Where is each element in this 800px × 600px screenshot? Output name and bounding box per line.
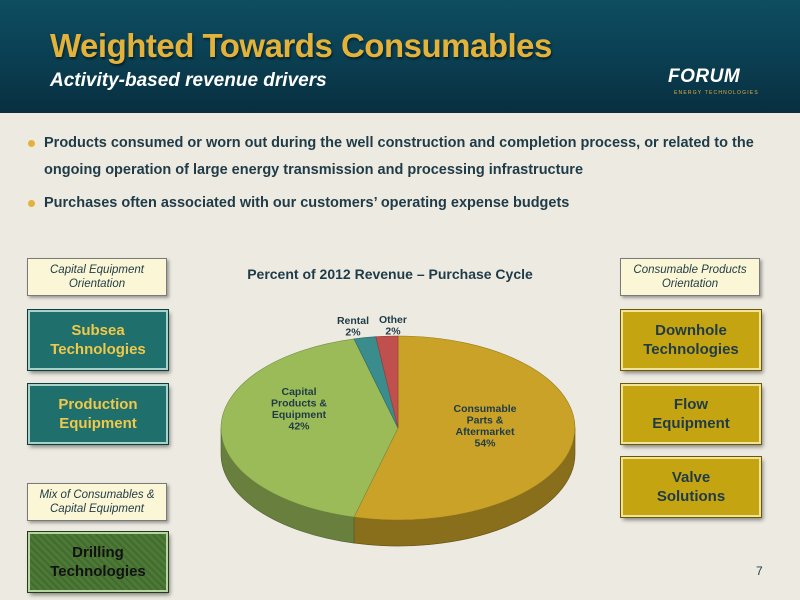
segment-downhole-technologies: Downhole Technologies <box>620 309 762 371</box>
chart-title: Percent of 2012 Revenue – Purchase Cycle <box>247 266 533 282</box>
segment-label: Valve Solutions <box>656 469 726 505</box>
pie-slice-3 <box>375 335 399 429</box>
page-number: 7 <box>756 564 763 578</box>
pie-label-1: Capital Products & Equipment 42% <box>271 386 327 433</box>
segment-production-equipment: Production Equipment <box>27 383 169 445</box>
pie-slice-1 <box>220 338 399 518</box>
pie-label-0: Consumable Parts & Aftermarket 54% <box>453 403 516 450</box>
mix-label-text: Mix of Consumables & Capital Equipment <box>39 489 155 515</box>
capital-equipment-label: Capital Equipment Orientation <box>27 258 167 296</box>
capital-equipment-label-text: Capital Equipment Orientation <box>50 264 144 290</box>
segment-label: Production Equipment <box>58 396 138 432</box>
bullet-list: Products consumed or worn out during the… <box>28 130 778 217</box>
segment-label: Subsea Technologies <box>50 322 146 358</box>
consumable-products-label-text: Consumable Products Orientation <box>633 264 747 290</box>
mix-label: Mix of Consumables & Capital Equipment <box>27 483 167 521</box>
bullet-text: Products consumed or worn out during the… <box>44 135 754 178</box>
pie-label-2: Rental 2% <box>337 315 369 339</box>
consumable-products-label: Consumable Products Orientation <box>620 258 760 296</box>
forum-logo: FORUM ENERGY TECHNOLOGIES <box>668 66 764 100</box>
segment-flow-equipment: Flow Equipment <box>620 383 762 445</box>
slide-subtitle: Activity-based revenue drivers <box>50 70 327 91</box>
bullet-dot-icon <box>28 140 35 147</box>
logo-tagline: ENERGY TECHNOLOGIES <box>674 90 759 96</box>
bullet-dot-icon <box>28 200 35 207</box>
header-band: Weighted Towards Consumables Activity-ba… <box>0 0 800 113</box>
bullet-text: Purchases often associated with our cust… <box>44 195 570 211</box>
bullet-item: Products consumed or worn out during the… <box>28 130 778 184</box>
segment-drilling-technologies: Drilling Technologies <box>27 531 169 593</box>
slide-title: Weighted Towards Consumables <box>50 27 552 64</box>
segment-label: Drilling Technologies <box>50 544 146 580</box>
segment-subsea-technologies: Subsea Technologies <box>27 309 169 371</box>
segment-label: Downhole Technologies <box>643 322 739 358</box>
logo-word: FORUM <box>668 66 741 87</box>
segment-valve-solutions: Valve Solutions <box>620 456 762 518</box>
pie-label-3: Other 2% <box>379 314 407 338</box>
segment-label: Flow Equipment <box>652 396 730 432</box>
pie-slice-0 <box>353 335 576 521</box>
bullet-item: Purchases often associated with our cust… <box>28 190 778 217</box>
